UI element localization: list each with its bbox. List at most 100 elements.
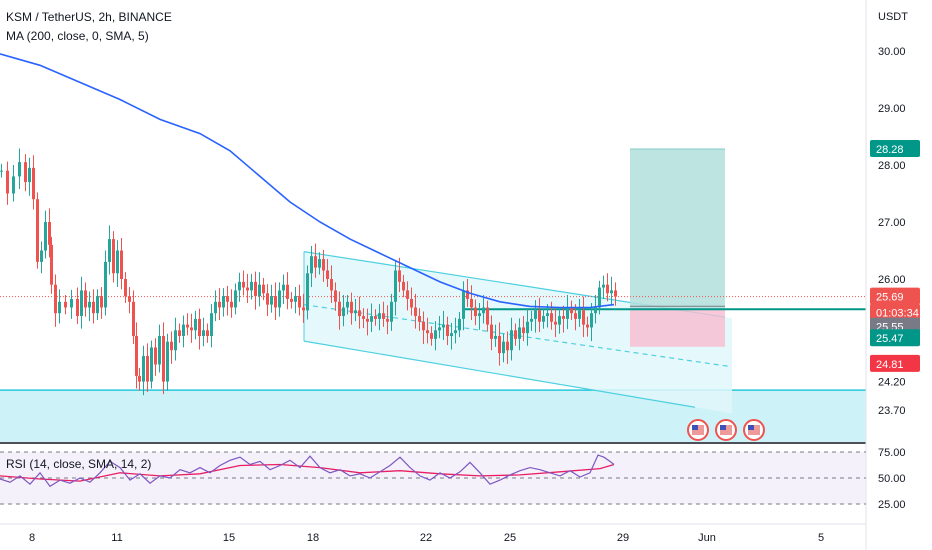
candle-body (354, 310, 357, 314)
candle-body (238, 281, 241, 291)
candle-body (310, 256, 313, 274)
candle-body (446, 324, 449, 336)
candle-body (526, 321, 529, 334)
candle-body (510, 330, 513, 351)
candle-body (386, 318, 389, 322)
candle-body (454, 330, 457, 334)
candle-body (170, 341, 173, 351)
candle-body (12, 176, 15, 194)
candle-body (410, 298, 413, 308)
flag-canton (692, 425, 698, 430)
candle-body (394, 270, 397, 302)
candle-body (402, 281, 405, 291)
x-tick-label: 5 (818, 532, 824, 544)
candle-body (246, 287, 249, 291)
x-tick-label: 11 (111, 532, 122, 544)
rsi-axis-label: 75.00 (878, 447, 906, 459)
y-tick-label: 27.00 (878, 217, 906, 229)
candle-body (80, 290, 83, 317)
candle-body (50, 244, 53, 285)
candle-body (498, 336, 501, 354)
candle-body (222, 296, 225, 308)
rsi-legend: RSI (14, close, SMA, 14, 2) (6, 457, 152, 471)
candle-body (326, 270, 329, 279)
candle-body (178, 330, 181, 336)
candle-body (146, 355, 149, 382)
candle-body (614, 290, 617, 297)
candle-body (58, 301, 61, 314)
candle-body (64, 301, 67, 308)
candle-body (314, 256, 317, 268)
candle-body (206, 330, 209, 336)
ma200-line (0, 53, 615, 309)
candle-body (494, 336, 497, 339)
candle-body (342, 307, 345, 317)
candle-body (36, 199, 39, 262)
candle-body (202, 330, 205, 336)
y-tick-label: 24.20 (878, 377, 906, 389)
candle-body (590, 313, 593, 328)
candle-body (530, 318, 533, 322)
candle-body (382, 313, 385, 319)
candle-body (422, 321, 425, 331)
candle-body (562, 316, 565, 319)
candle-body (150, 347, 153, 382)
candle-body (274, 296, 277, 308)
price-label: 25.47 (876, 333, 904, 345)
candle-body (242, 281, 245, 288)
candle-body (154, 347, 157, 365)
candle-body (346, 301, 349, 308)
y-tick-label: 28.00 (878, 160, 906, 172)
candle-body (506, 341, 509, 351)
candle-body (418, 316, 421, 322)
flag-canton (720, 425, 726, 430)
price-label-box (870, 287, 920, 305)
candle-body (124, 279, 127, 297)
candle-body (104, 261, 107, 308)
candle-body (594, 307, 597, 314)
candle-body (598, 287, 601, 308)
candle-body (234, 290, 237, 308)
candle-body (470, 298, 473, 308)
y-tick-label: 26.00 (878, 274, 906, 286)
candle-body (96, 296, 99, 314)
candle-body (490, 324, 493, 339)
candle-body (350, 301, 353, 314)
candle-body (390, 301, 393, 322)
candle-body (270, 296, 273, 305)
channel-lower-line (303, 340, 696, 408)
candle-body (230, 301, 233, 308)
candle-body (502, 341, 505, 354)
candle-body (190, 327, 193, 331)
candle-body (306, 273, 309, 311)
y-tick-label: 30.00 (878, 46, 906, 58)
candle-body (194, 318, 197, 331)
candle-body (138, 375, 141, 382)
price-axis-unit: USDT (878, 11, 908, 23)
candle-body (250, 281, 253, 291)
candle-body (92, 301, 95, 314)
candle-body (112, 239, 115, 274)
candle-body (0, 170, 3, 172)
x-tick-label: 25 (504, 532, 516, 544)
candle-body (218, 301, 221, 308)
candle-body (450, 333, 453, 336)
candle-body (542, 316, 545, 322)
candle-body (438, 327, 441, 331)
candle-body (258, 284, 261, 297)
candle-body (458, 318, 461, 331)
candle-body (76, 298, 79, 317)
candle-body (518, 327, 521, 339)
candle-body (158, 336, 161, 365)
candle-body (606, 284, 609, 294)
candle-body (32, 167, 35, 200)
candle-body (582, 310, 585, 325)
price-label: 25.69 (876, 292, 904, 304)
candle-body (554, 321, 557, 325)
candle-body (70, 298, 73, 308)
candle-body (546, 313, 549, 317)
flag-canton (748, 425, 754, 430)
candle-body (426, 330, 429, 334)
candle-body (374, 316, 377, 319)
